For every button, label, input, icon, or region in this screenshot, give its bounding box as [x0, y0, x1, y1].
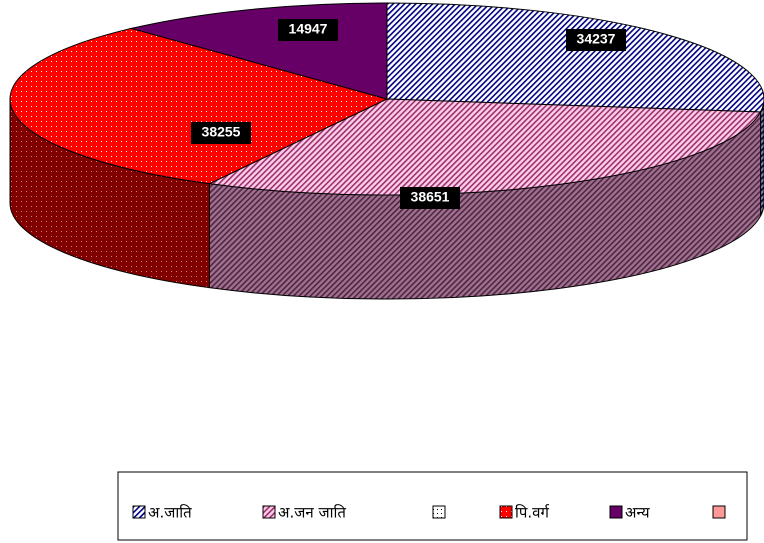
legend-label: पि.वर्ग: [515, 504, 550, 522]
slice: [9, 27, 389, 185]
slice-side: [760, 98, 764, 217]
slice: [207, 98, 762, 196]
legend-label: अ.जाति: [148, 504, 192, 522]
legend-swatch: [132, 505, 146, 519]
legend-swatch: [262, 505, 276, 519]
legend-swatch: [712, 505, 726, 519]
legend-label: अ.जन जाति: [278, 504, 346, 522]
data-label-bg: [566, 29, 626, 51]
data-label: 14947: [289, 21, 328, 37]
data-label-bg: [400, 187, 460, 209]
legend-swatch: [432, 505, 446, 519]
slice: [386, 2, 764, 113]
data-label: 38651: [411, 189, 450, 205]
data-label: 38255: [202, 124, 241, 140]
legend-swatch: [499, 505, 513, 519]
data-label-bg: [191, 122, 251, 144]
data-label: 34237: [577, 31, 616, 47]
legend-swatch: [609, 505, 623, 519]
data-label-bg: [278, 19, 338, 41]
legend-label: अन्य: [625, 504, 650, 522]
